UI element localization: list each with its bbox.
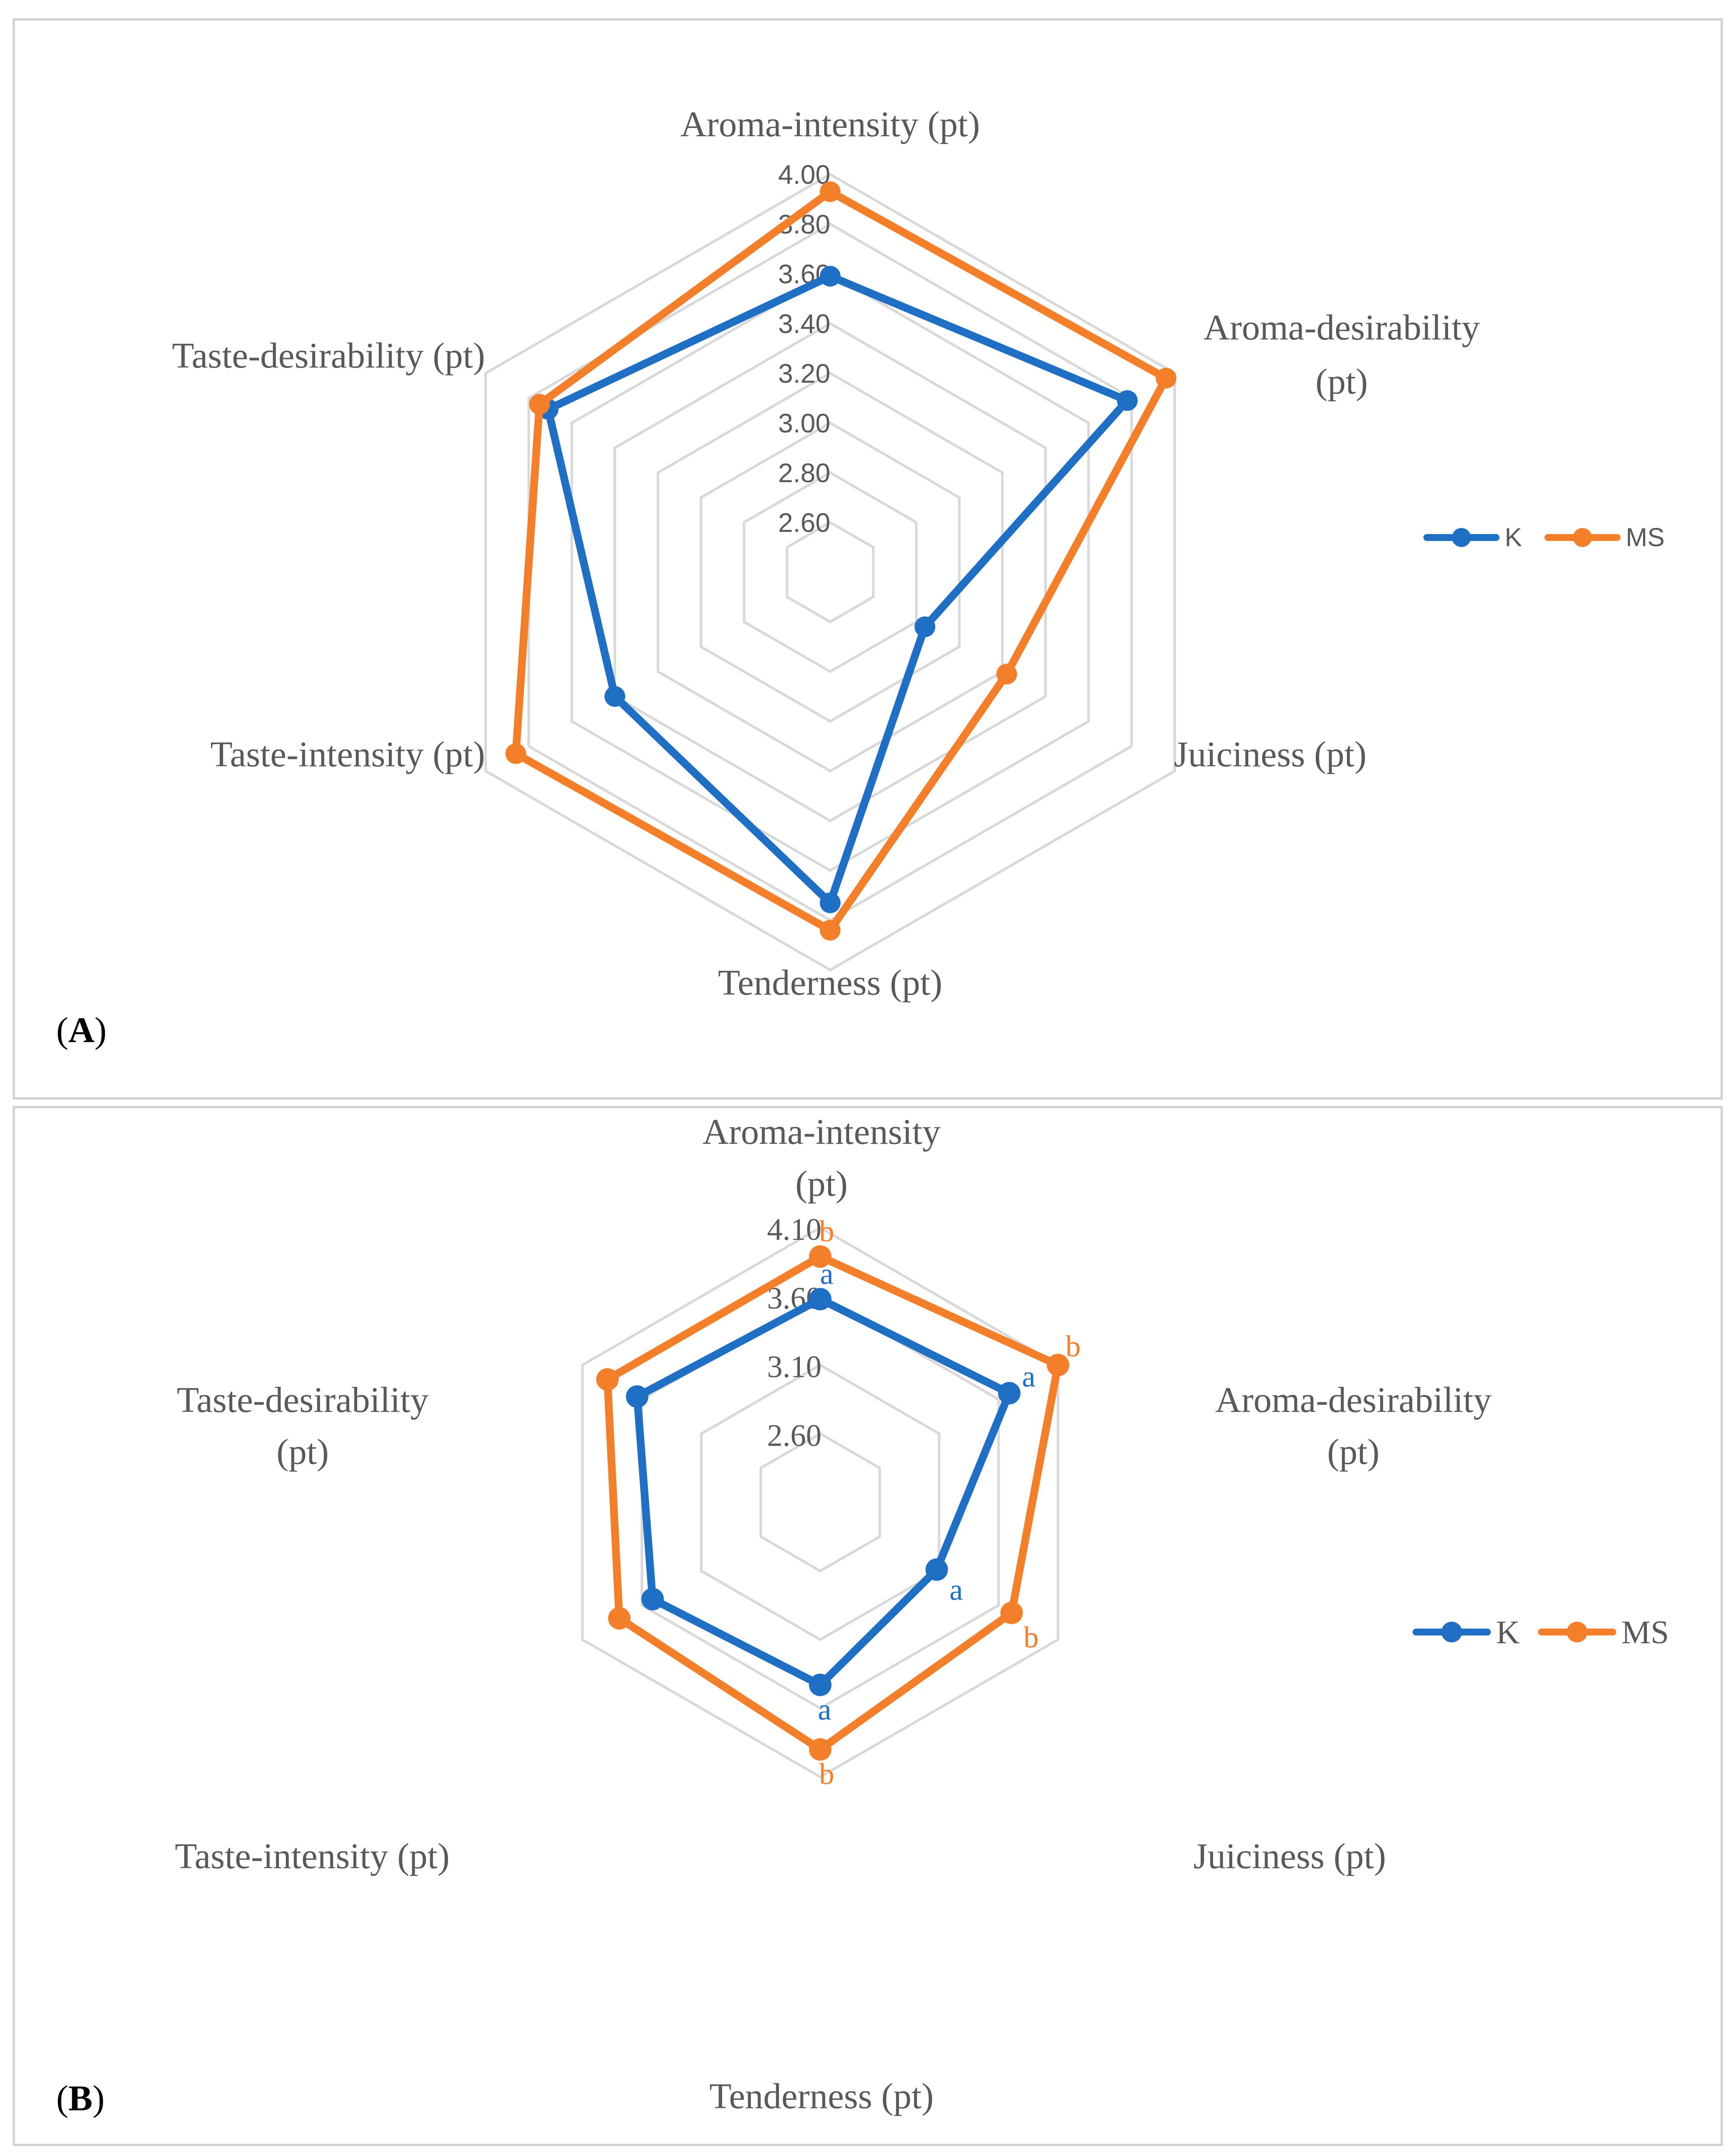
legend: K MS — [1423, 523, 1665, 552]
panel-frame — [13, 18, 1723, 1100]
axis-label-line: Aroma-desirability — [1203, 307, 1480, 348]
axis-label: Taste-intensity (pt) — [210, 734, 485, 775]
significance-label: b — [1065, 1330, 1081, 1363]
axis-label: Taste-desirability (pt) — [177, 1380, 428, 1472]
panel-tag-letter: B — [68, 2078, 93, 2119]
panel-tag: (A) — [56, 1010, 107, 1050]
series-MS — [505, 181, 1177, 941]
data-point — [914, 616, 936, 637]
grid-ring — [700, 1363, 940, 1641]
data-point — [809, 1738, 831, 1761]
data-point — [820, 892, 841, 913]
data-point — [641, 1587, 664, 1610]
grid-ring — [700, 421, 961, 723]
panel-tag: (B) — [56, 2078, 105, 2119]
data-point — [1117, 390, 1138, 411]
axis-label: Juiciness (pt) — [1174, 734, 1367, 775]
legend-label: K — [1496, 1614, 1520, 1651]
significance-label: b — [1023, 1621, 1039, 1655]
axis-label: Aroma-intensity (pt) — [703, 1112, 941, 1204]
axis-label: Taste-desirability (pt) — [172, 336, 485, 376]
data-point — [596, 1368, 619, 1391]
data-point — [925, 1558, 948, 1581]
tick-label: 3.20 — [778, 359, 831, 389]
axis-label: Tenderness (pt) — [718, 963, 943, 1003]
axis-label: Taste-intensity (pt) — [175, 1836, 450, 1876]
data-point — [1000, 1601, 1023, 1624]
tick-label: 3.40 — [778, 309, 831, 339]
series-MS: b b b b — [596, 1215, 1081, 1791]
grid-ring — [742, 471, 918, 673]
significance-label: b — [819, 1215, 834, 1248]
data-point — [1155, 368, 1177, 389]
tick-label: 3.00 — [778, 409, 831, 438]
tick-label: 4.00 — [778, 160, 831, 190]
data-point — [820, 920, 841, 941]
legend-marker — [1573, 528, 1592, 547]
legend-label: K — [1505, 523, 1522, 552]
axis-label-line: (pt) — [1327, 1432, 1379, 1472]
data-point — [505, 743, 526, 764]
legend-marker — [1452, 528, 1471, 547]
axis-label-line: (pt) — [795, 1164, 847, 1204]
data-point — [1046, 1354, 1069, 1376]
legend-label: MS — [1626, 523, 1665, 552]
grid-ring — [786, 521, 875, 624]
axis-label-line: Taste-desirability — [177, 1380, 428, 1420]
tick-label: 3.10 — [767, 1350, 822, 1384]
data-point — [809, 1674, 831, 1696]
significance-label: a — [818, 1693, 831, 1726]
radar-chart-A: 2.602.803.003.203.403.603.804.00Aroma-in… — [13, 18, 1723, 1100]
grid-ring — [656, 371, 1004, 773]
legend: K MS — [1413, 1614, 1669, 1651]
legend-marker — [1441, 1622, 1462, 1642]
axis-label: Aroma-desirability (pt) — [1215, 1380, 1491, 1472]
tick-label: 2.80 — [778, 458, 831, 488]
grid-ring — [614, 322, 1047, 823]
data-point — [996, 663, 1017, 685]
data-point — [809, 1245, 831, 1268]
axis-label-line: (pt) — [1315, 362, 1368, 402]
significance-label: a — [950, 1574, 963, 1607]
data-point — [604, 686, 626, 707]
panel-tag-letter: A — [68, 1010, 95, 1050]
data-point — [820, 181, 841, 202]
data-point — [998, 1382, 1021, 1405]
axis-label-line: (pt) — [276, 1432, 329, 1472]
axis-label: Aroma-desirability (pt) — [1203, 307, 1480, 402]
grid-ring — [759, 1432, 881, 1573]
grid-ring — [570, 272, 1090, 872]
significance-label: a — [1022, 1360, 1036, 1394]
significance-label: b — [819, 1758, 834, 1791]
axis-label: Aroma-intensity (pt) — [681, 104, 980, 144]
axis-label-line: Aroma-desirability — [1215, 1380, 1491, 1420]
data-point — [809, 1288, 831, 1311]
data-point — [626, 1385, 649, 1408]
panel-frame — [13, 1106, 1723, 2146]
tick-label: 2.60 — [778, 508, 831, 538]
axis-label-line: Aroma-intensity — [703, 1112, 941, 1152]
data-point — [529, 394, 550, 415]
tick-label: 2.60 — [767, 1418, 822, 1453]
data-point — [608, 1607, 631, 1630]
legend-label: MS — [1621, 1614, 1669, 1651]
tick-label: 4.10 — [767, 1212, 822, 1247]
data-point — [820, 266, 841, 287]
axis-label: Tenderness (pt) — [710, 2076, 934, 2116]
legend-marker — [1567, 1622, 1588, 1642]
axis-label: Juiciness (pt) — [1193, 1836, 1386, 1876]
